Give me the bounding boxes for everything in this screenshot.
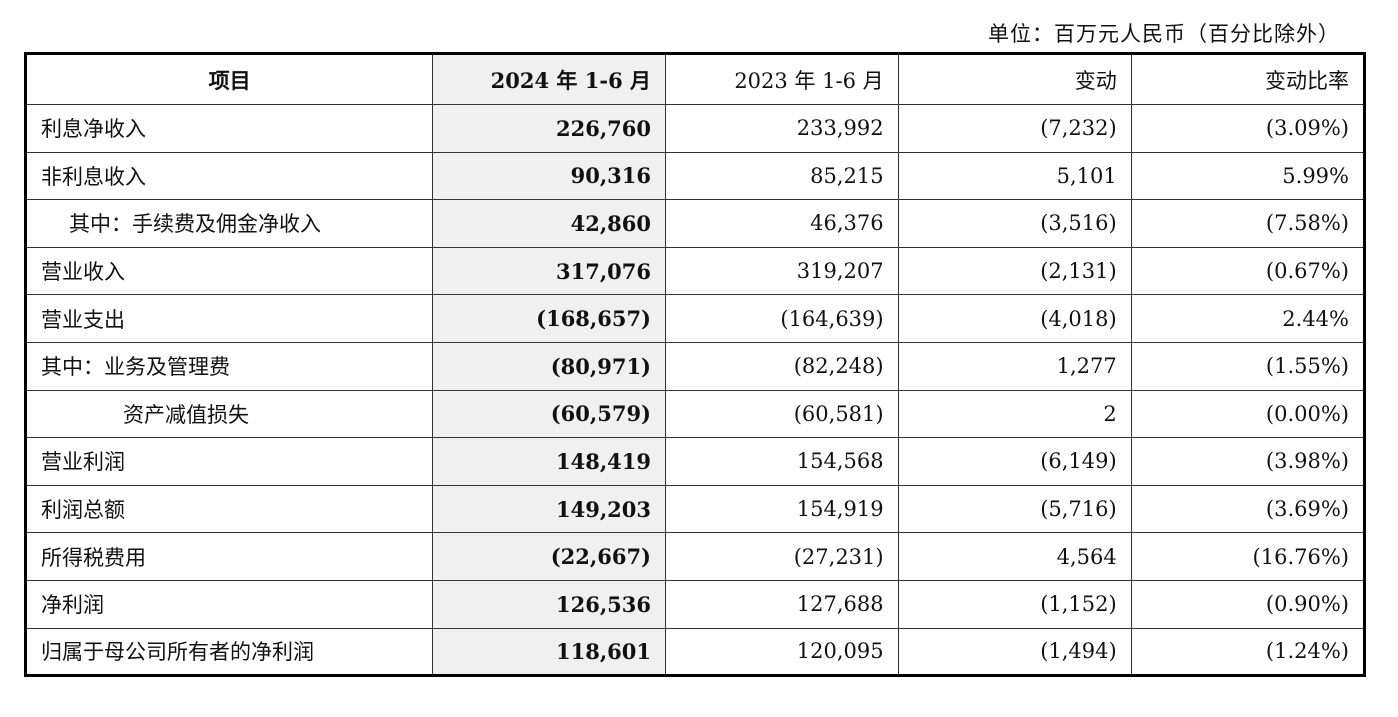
cell-value: 4,564 [897,532,1132,581]
table-row: 营业支出 (168,657) (164,639) (4,018) 2.44% [24,294,1366,343]
unit-note: 单位：百万元人民币（百分比除外） [988,22,1340,46]
row-label: 所得税费用 [24,532,434,581]
cell-value: 85,215 [665,151,899,201]
cell-value: 2 [897,389,1132,439]
row-label: 归属于母公司所有者的净利润 [24,627,434,677]
cell-value: (3.09%) [1130,104,1366,153]
cell-value: (1,152) [897,579,1132,629]
cell-value: (0.90%) [1130,579,1366,629]
cell-value: (3.98%) [1130,437,1366,486]
cell-value: (1.55%) [1130,341,1366,391]
cell-value: (168,657) [432,294,666,343]
column-header: 变动比率 [1130,53,1366,105]
cell-value: 118,601 [432,627,666,677]
column-header: 2024 年 1-6 月 [432,53,666,105]
cell-value: (16.76%) [1130,532,1366,581]
table-row: 净利润 126,536 127,688 (1,152) (0.90%) [24,579,1366,629]
cell-value: (164,639) [665,294,899,343]
cell-value: (1.24%) [1130,627,1366,677]
table-row: 利息净收入 226,760 233,992 (7,232) (3.09%) [24,104,1366,153]
cell-value: 319,207 [665,246,899,296]
cell-value: 149,203 [432,484,666,534]
column-header: 变动 [897,53,1132,105]
cell-value: 5.99% [1130,151,1366,201]
row-label: 营业支出 [24,294,434,343]
header-row: 项目 2024 年 1-6 月 2023 年 1-6 月变动 变动比率 [24,53,1366,105]
cell-value: 5,101 [897,151,1132,201]
cell-value: 90,316 [432,151,666,201]
cell-value: 1,277 [897,341,1132,391]
cell-value: (3,516) [897,199,1132,248]
cell-value: (60,579) [432,389,666,439]
cell-value: (22,667) [432,532,666,581]
table-body: 利息净收入 226,760 233,992 (7,232) (3.09%) 非利息收入 90… [24,104,1366,677]
row-label: 营业收入 [24,246,434,296]
cell-value: 127,688 [665,579,899,629]
cell-value: 154,568 [665,437,899,486]
cell-value: 42,860 [432,199,666,248]
cell-value: (7.58%) [1130,199,1366,248]
row-label: 其中：手续费及佣金净收入 [24,199,434,248]
table-row: 非利息收入 90,316 85,215 5,101 5.99% [24,151,1366,201]
table-row: 营业利润 148,419 154,568 (6,149) (3.98%) [24,437,1366,486]
column-header: 项目 [24,53,434,105]
row-label: 其中：业务及管理费 [24,341,434,391]
cell-value: 148,419 [432,437,666,486]
cell-value: 2.44% [1130,294,1366,343]
income-table: 项目 2024 年 1-6 月 2023 年 1-6 月变动 变动比率 利息净收入 22… [24,52,1366,678]
cell-value: (6,149) [897,437,1132,486]
cell-value: 46,376 [665,199,899,248]
table-row: 其中：手续费及佣金净收入 42,860 46,376 (3,516) (7.58%) [24,199,1366,248]
row-label: 利润总额 [24,484,434,534]
cell-value: (80,971) [432,341,666,391]
table-row: 营业收入 317,076 319,207 (2,131) (0.67%) [24,246,1366,296]
cell-value: (7,232) [897,104,1132,153]
table-row: 其中：业务及管理费 (80,971) (82,248) 1,277 (1.55%) [24,341,1366,391]
cell-value: (3.69%) [1130,484,1366,534]
cell-value: (1,494) [897,627,1132,677]
cell-value: (2,131) [897,246,1132,296]
cell-value: 226,760 [432,104,666,153]
column-header: 2023 年 1-6 月 [665,53,899,105]
cell-value: (82,248) [665,341,899,391]
row-label: 营业利润 [24,437,434,486]
cell-value: 154,919 [665,484,899,534]
cell-value: 126,536 [432,579,666,629]
cell-value: (4,018) [897,294,1132,343]
row-label: 非利息收入 [24,151,434,201]
table-row: 利润总额 149,203 154,919 (5,716) (3.69%) [24,484,1366,534]
table-row: 资产减值损失 (60,579) (60,581) 2 (0.00%) [24,389,1366,439]
cell-value: (60,581) [665,389,899,439]
cell-value: (0.67%) [1130,246,1366,296]
row-label: 利息净收入 [24,104,434,153]
cell-value: (5,716) [897,484,1132,534]
row-label: 净利润 [24,579,434,629]
cell-value: (0.00%) [1130,389,1366,439]
cell-value: 233,992 [665,104,899,153]
cell-value: (27,231) [665,532,899,581]
table-row: 所得税费用 (22,667) (27,231) 4,564 (16.76%) [24,532,1366,581]
table-row: 归属于母公司所有者的净利润 118,601 120,095 (1,494) (1.24%… [24,627,1366,677]
cell-value: 120,095 [665,627,899,677]
cell-value: 317,076 [432,246,666,296]
row-label: 资产减值损失 [24,389,434,439]
